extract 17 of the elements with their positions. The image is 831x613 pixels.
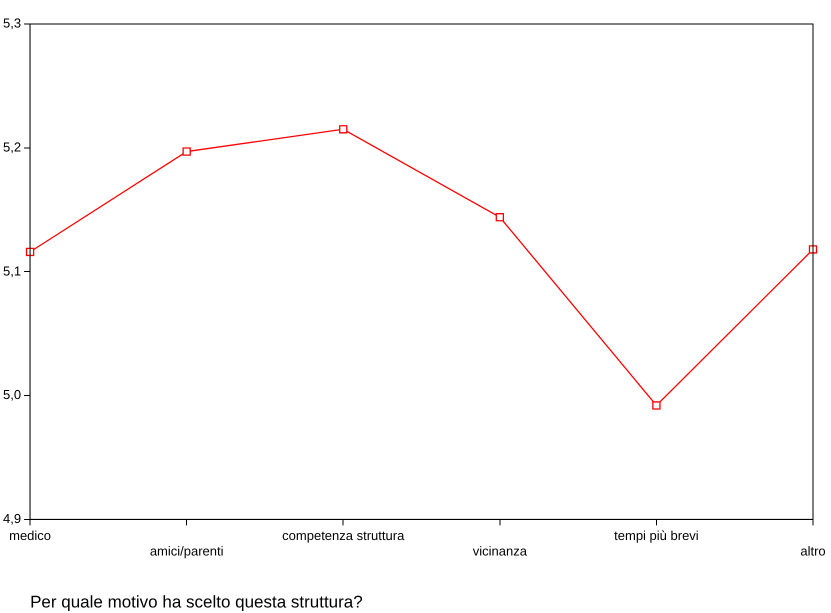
y-tick-label: 5,2	[2, 139, 22, 154]
point	[182, 147, 191, 156]
point	[496, 213, 504, 222]
x-tick-label: competenza struttura	[282, 528, 406, 543]
x-tick-label: vicinanza	[472, 543, 528, 558]
y-tick-label: 5,1	[2, 263, 22, 278]
x-tick-label: tempi più brevi	[614, 528, 699, 543]
point	[26, 248, 34, 256]
y-tick-label: 5,3	[2, 16, 22, 31]
point	[339, 125, 348, 134]
point	[652, 401, 661, 410]
x-tick-label: medico	[9, 528, 52, 543]
x-tick-label: amici/parenti	[150, 543, 224, 558]
y-tick-label: 5,0	[2, 387, 22, 402]
x-tick-label: altro	[800, 543, 826, 558]
x-axis-title: Per quale motivo ha scelto questa struttura?	[30, 592, 363, 612]
y-tick-label: 4,9	[2, 510, 22, 526]
